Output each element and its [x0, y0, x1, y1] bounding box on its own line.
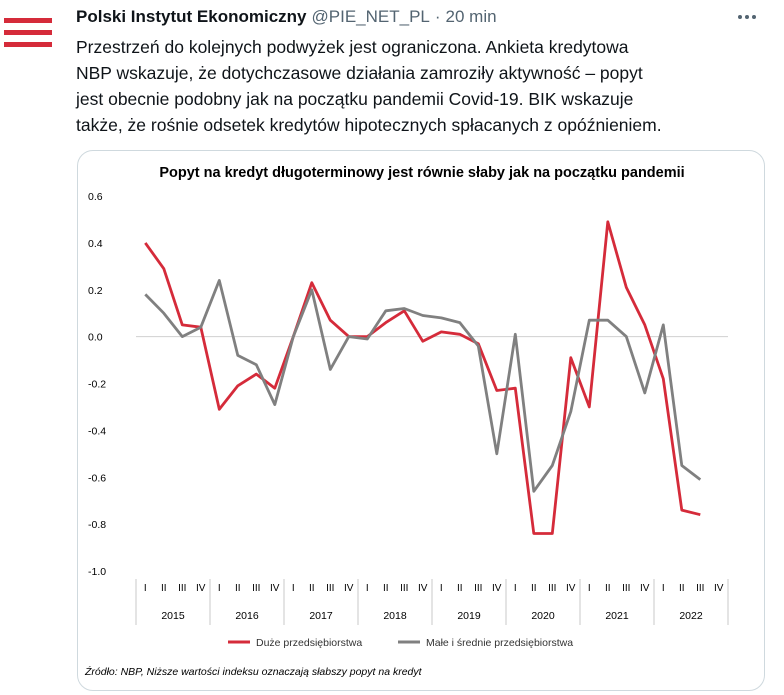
- tweet-media-card[interactable]: Popyt na kredyt długoterminowy jest równ…: [77, 150, 765, 691]
- x-tick-label-quarter: II: [457, 583, 463, 594]
- y-tick-label: -1.0: [88, 566, 106, 578]
- x-tick-label-year: 2018: [383, 610, 407, 622]
- x-tick-label-year: 2020: [531, 610, 555, 622]
- x-tick-label-quarter: I: [514, 583, 517, 594]
- y-tick-label: 0.4: [88, 238, 103, 250]
- x-tick-label-quarter: II: [383, 583, 389, 594]
- legend-label: Duże przedsiębiorstwa: [256, 637, 362, 649]
- x-tick-label-quarter: IV: [714, 583, 724, 594]
- x-tick-label-quarter: II: [605, 583, 611, 594]
- x-tick-label-quarter: I: [218, 583, 221, 594]
- avatar[interactable]: [4, 10, 52, 54]
- chart-source-note: Źródło: NBP, Niższe wartości indeksu ozn…: [84, 665, 423, 678]
- x-tick-label-quarter: IV: [270, 583, 280, 594]
- x-tick-label-quarter: III: [474, 583, 482, 594]
- x-tick-label-quarter: II: [309, 583, 315, 594]
- x-tick-label-year: 2022: [679, 610, 703, 622]
- more-options-icon: [738, 15, 756, 19]
- x-tick-label-quarter: II: [235, 583, 241, 594]
- y-tick-label: -0.8: [88, 519, 106, 531]
- y-tick-label: -0.6: [88, 472, 106, 484]
- more-options-button[interactable]: [732, 6, 762, 28]
- x-tick-label-year: 2021: [605, 610, 629, 622]
- x-tick-label-quarter: IV: [566, 583, 576, 594]
- tweet-text: Przestrzeń do kolejnych podwyżek jest og…: [76, 37, 662, 135]
- y-tick-label: -0.4: [88, 425, 106, 437]
- x-tick-label-quarter: III: [326, 583, 334, 594]
- header-separator: ·: [434, 7, 441, 26]
- x-tick-label-quarter: II: [679, 583, 685, 594]
- y-tick-label: 0.0: [88, 332, 103, 344]
- chart-title: Popyt na kredyt długoterminowy jest równ…: [159, 165, 684, 181]
- series-line-large-enterprises: [144, 220, 701, 535]
- x-tick-label-quarter: III: [622, 583, 630, 594]
- x-tick-label-quarter: III: [548, 583, 556, 594]
- x-tick-label-year: 2017: [309, 610, 333, 622]
- x-tick-label-quarter: II: [161, 583, 167, 594]
- x-tick-label-year: 2019: [457, 610, 481, 622]
- x-tick-label-quarter: I: [292, 583, 295, 594]
- x-tick-label-quarter: I: [144, 583, 147, 594]
- x-tick-label-quarter: IV: [196, 583, 206, 594]
- x-tick-label-quarter: I: [440, 583, 443, 594]
- legend-label: Małe i średnie przedsiębiorstwa: [426, 637, 573, 649]
- x-tick-label-quarter: III: [178, 583, 186, 594]
- x-tick-label-quarter: I: [366, 583, 369, 594]
- x-tick-label-quarter: I: [662, 583, 665, 594]
- x-tick-label-quarter: II: [531, 583, 537, 594]
- x-tick-label-quarter: IV: [640, 583, 650, 594]
- pie-logo-icon: [4, 18, 52, 47]
- y-tick-label: -0.2: [88, 379, 106, 391]
- x-tick-label-year: 2016: [235, 610, 259, 622]
- x-tick-label-quarter: I: [588, 583, 591, 594]
- y-tick-label: 0.2: [88, 285, 103, 297]
- x-tick-label-quarter: IV: [492, 583, 502, 594]
- author-handle[interactable]: @PIE_NET_PL: [311, 7, 430, 26]
- series-line-sme: [144, 278, 702, 493]
- x-tick-label-year: 2015: [161, 610, 185, 622]
- y-tick-label: 0.6: [88, 191, 103, 203]
- author-name[interactable]: Polski Instytut Ekonomiczny: [76, 7, 307, 26]
- tweet-header: Polski Instytut Ekonomiczny @PIE_NET_PL …: [76, 6, 497, 28]
- x-tick-label-quarter: III: [252, 583, 260, 594]
- tweet-timestamp[interactable]: 20 min: [445, 7, 497, 26]
- x-tick-label-quarter: III: [400, 583, 408, 594]
- line-chart: Popyt na kredyt długoterminowy jest równ…: [84, 165, 729, 678]
- x-tick-label-quarter: IV: [344, 583, 354, 594]
- x-tick-label-quarter: III: [696, 583, 704, 594]
- x-tick-label-quarter: IV: [418, 583, 428, 594]
